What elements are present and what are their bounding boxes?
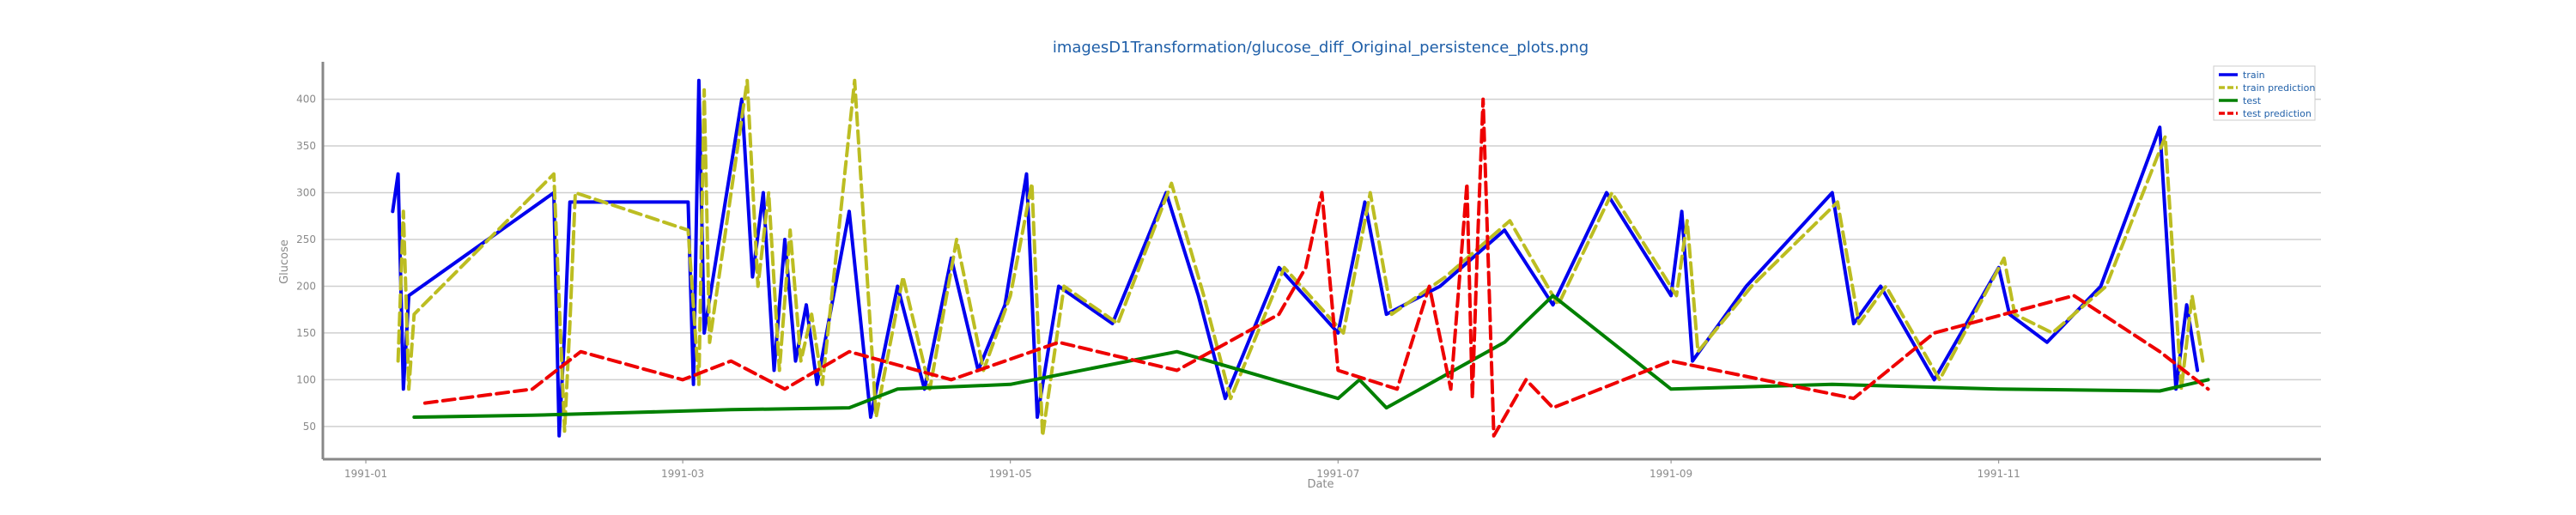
y-tick-label: 250 — [296, 233, 316, 245]
y-tick-label: 150 — [296, 327, 316, 339]
x-tick-label: 1991-11 — [1978, 468, 2020, 480]
gridlines — [323, 98, 2321, 427]
x-tick-labels: 1991-01 1991-03 1991-05 1991-07 1991-09 1991-… — [344, 459, 2020, 480]
y-tick-label: 400 — [296, 94, 316, 106]
legend-label: test — [2243, 95, 2262, 106]
x-tick-label: 1991-09 — [1649, 468, 1692, 480]
series-line-train — [391, 78, 2200, 438]
series-lines — [391, 78, 2210, 438]
x-tick-label: 1991-01 — [344, 468, 387, 480]
y-tick-label: 200 — [296, 280, 316, 292]
y-tick-label: 50 — [303, 421, 316, 433]
legend-label: test prediction — [2243, 108, 2312, 119]
x-tick-label: 1991-07 — [1316, 468, 1359, 480]
x-axis-label: Date — [1307, 478, 1334, 491]
y-tick-label: 300 — [296, 187, 316, 199]
y-axis-label: Glucose — [278, 239, 291, 284]
legend-label: train prediction — [2243, 82, 2315, 94]
y-tick-label: 350 — [296, 140, 316, 152]
x-tick-label: 1991-05 — [989, 468, 1032, 480]
series-line-test-prediction — [422, 97, 2210, 438]
series-line-train-prediction — [396, 78, 2205, 438]
chart-title: imagesD1Transformation/glucose_diff_Orig… — [1053, 39, 1589, 57]
x-tick-label: 1991-03 — [661, 468, 704, 480]
legend-label: train — [2243, 70, 2265, 81]
axes — [321, 62, 2321, 461]
series-line-test — [412, 294, 2210, 419]
y-tick-label: 100 — [296, 373, 316, 385]
y-tick-labels: 50 100 150 200 250 300 350 400 — [296, 94, 316, 433]
